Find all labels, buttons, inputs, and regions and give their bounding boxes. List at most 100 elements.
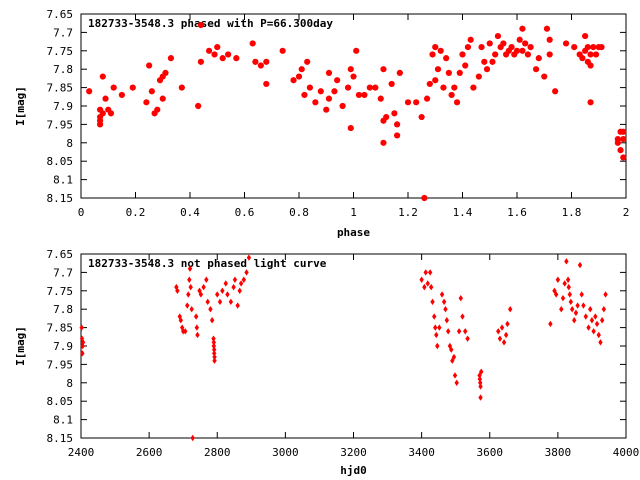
data-point <box>464 44 472 51</box>
data-point <box>189 306 194 313</box>
y-tick-label: 7.65 <box>47 248 74 261</box>
data-point <box>620 136 627 143</box>
data-point <box>423 269 428 276</box>
plot-frame <box>80 13 627 199</box>
data-point <box>361 91 368 99</box>
data-point <box>593 313 598 320</box>
x-tick-label: 1 <box>350 206 357 219</box>
unphased-light-curve-plot: 2400 2600 2800 3000 3200 3400 3600 3800 4000 7.65… <box>14 248 639 477</box>
y-tick-label: 7.75 <box>47 45 74 58</box>
data-point <box>430 298 435 306</box>
data-point <box>522 40 529 47</box>
data-point <box>565 276 571 283</box>
data-point <box>478 44 485 51</box>
data-point <box>553 291 559 298</box>
x-tick-label: 2600 <box>136 446 163 459</box>
data-point <box>519 47 526 54</box>
data-point <box>187 265 193 272</box>
x-axis-label: phase <box>337 226 370 239</box>
y-tick-label: 7.85 <box>47 82 74 95</box>
data-point <box>456 328 462 335</box>
data-point <box>527 44 534 51</box>
data-point <box>380 139 387 146</box>
data-point <box>596 331 601 339</box>
data-point <box>162 69 169 76</box>
data-point <box>413 99 420 106</box>
data-point <box>225 51 232 58</box>
data-point <box>183 328 188 335</box>
data-point <box>448 91 455 99</box>
data-point <box>377 95 384 102</box>
data-point <box>174 283 179 291</box>
data-point <box>188 283 193 291</box>
data-point <box>118 91 125 99</box>
y-tick-label: 7.8 <box>53 63 73 76</box>
data-point <box>513 47 521 54</box>
data-point <box>366 84 373 91</box>
data-point <box>569 306 575 313</box>
data-point <box>244 269 249 276</box>
y-tick-label: 8 <box>66 377 73 390</box>
data-point <box>601 306 607 313</box>
x-axis-label: hjd0 <box>340 464 367 477</box>
data-point <box>252 58 259 65</box>
data-point <box>492 51 499 58</box>
data-point <box>499 324 505 331</box>
data-point <box>463 328 468 335</box>
data-point <box>598 44 605 51</box>
data-point <box>470 84 477 91</box>
data-point <box>102 95 109 102</box>
data-point <box>380 66 387 73</box>
data-point <box>559 306 564 313</box>
x-tick-label: 1.6 <box>507 206 527 219</box>
data-point <box>434 66 442 73</box>
x-tick-label: 1.4 <box>453 206 473 219</box>
x-tick-label: 0.8 <box>289 206 309 219</box>
data-point <box>344 84 352 91</box>
y-tick-label: 8.1 <box>53 174 73 187</box>
data-point <box>421 194 428 202</box>
x-tick-label: 2400 <box>68 446 95 459</box>
data-point <box>372 84 379 91</box>
data-point <box>220 287 225 294</box>
data-point <box>211 51 218 58</box>
data-point <box>317 88 324 95</box>
data-point <box>246 254 252 261</box>
data-point <box>555 276 561 283</box>
data-point <box>577 261 583 269</box>
plot-frame <box>80 253 627 439</box>
data-point <box>419 276 424 283</box>
data-point <box>462 62 469 69</box>
y-tick-label: 8.05 <box>47 395 74 408</box>
data-point <box>441 298 447 306</box>
x-tick-label: 3400 <box>408 446 435 459</box>
data-point <box>312 99 319 106</box>
data-point <box>562 280 567 287</box>
data-point <box>235 302 240 309</box>
data-point <box>323 106 330 113</box>
data-point <box>496 328 501 335</box>
data-point <box>440 84 447 91</box>
data-point <box>437 324 442 331</box>
chart-title: 182733-3548.3 not phased light curve <box>88 257 327 270</box>
data-point <box>620 154 627 161</box>
data-point <box>481 58 488 65</box>
data-point <box>429 51 436 58</box>
data-point <box>237 287 242 294</box>
x-tick-label: 2800 <box>204 446 231 459</box>
data-point <box>209 317 215 324</box>
data-point <box>212 357 217 364</box>
data-point <box>178 84 185 91</box>
x-tick-label: 3600 <box>477 446 504 459</box>
data-point <box>426 80 433 88</box>
data-point <box>546 51 553 58</box>
data-point <box>225 291 230 298</box>
data-point <box>614 139 621 146</box>
data-point <box>508 44 515 51</box>
data-point <box>437 47 444 54</box>
data-point <box>211 339 217 346</box>
data-point <box>456 69 463 76</box>
data-point <box>587 62 594 69</box>
data-point <box>571 44 578 51</box>
data-point <box>454 379 459 386</box>
